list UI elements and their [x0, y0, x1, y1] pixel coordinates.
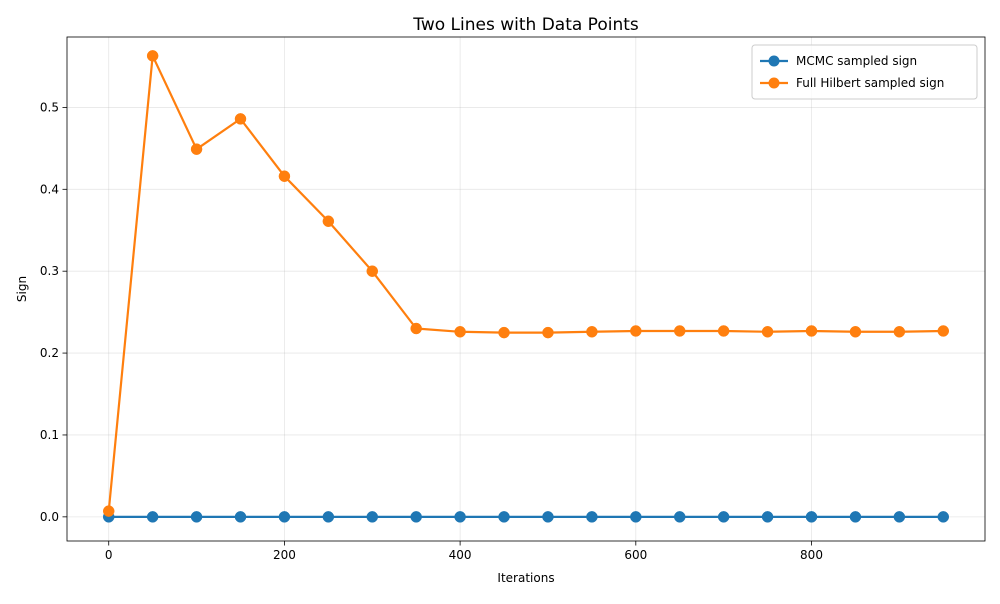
x-axis-label: Iterations [497, 571, 554, 585]
data-point [542, 511, 554, 523]
y-tick-label: 0.5 [40, 100, 59, 114]
data-point [893, 326, 906, 338]
data-point [322, 511, 335, 523]
data-point [146, 50, 159, 62]
data-point [805, 325, 818, 337]
data-point [805, 511, 818, 523]
plot-frame [66, 36, 986, 542]
data-point [278, 511, 291, 523]
data-point [322, 215, 335, 227]
axis-ticks: 0 200 400 600 800 0.0 0.1 0.2 0.3 0.4 0.5 [40, 100, 823, 562]
data-point [761, 511, 774, 523]
data-point [673, 511, 686, 523]
x-tick-label: 0 [105, 548, 113, 562]
data-point [278, 170, 291, 182]
data-point [146, 511, 159, 523]
series-line [107, 54, 945, 513]
data-point [498, 326, 510, 339]
y-axis-label: Sign [15, 276, 29, 302]
series-group [102, 50, 950, 523]
data-point [586, 326, 598, 338]
data-point [849, 326, 862, 338]
series-1 [102, 511, 950, 523]
data-point [366, 265, 379, 277]
x-tick-label: 600 [624, 548, 647, 562]
chart-title: Two Lines with Data Points [412, 15, 639, 35]
legend-label: MCMC sampled sign [796, 54, 917, 68]
grid [67, 37, 985, 541]
y-tick-label: 0.3 [40, 264, 59, 278]
data-point [542, 326, 554, 339]
legend-item: Full Hilbert sampled sign [760, 76, 944, 90]
data-point [586, 511, 598, 523]
legend-item: MCMC sampled sign [760, 54, 917, 68]
data-point [937, 325, 950, 337]
legend-box [751, 44, 978, 100]
data-point [234, 113, 247, 125]
y-tick-label: 0.1 [40, 428, 59, 442]
x-tick-label: 400 [449, 548, 472, 562]
legend-label: Full Hilbert sampled sign [796, 76, 944, 90]
data-point [410, 322, 422, 335]
data-point [190, 511, 203, 523]
y-tick-label: 0.0 [40, 510, 59, 524]
data-point [454, 326, 466, 338]
y-tick-label: 0.4 [40, 182, 59, 196]
data-point [630, 325, 642, 337]
legend: MCMC sampled sign Full Hilbert sampled si… [751, 44, 978, 100]
data-point [498, 511, 510, 523]
data-point [717, 325, 730, 337]
data-point [893, 511, 906, 523]
data-point [630, 511, 642, 523]
legend-marker [768, 55, 780, 67]
data-point [761, 326, 774, 338]
data-point [717, 511, 730, 523]
data-point [937, 511, 950, 523]
y-tick-label: 0.2 [40, 346, 59, 360]
data-point [673, 325, 686, 337]
data-point [234, 511, 247, 523]
data-point [102, 505, 115, 517]
data-point [366, 511, 379, 523]
data-point [849, 511, 862, 523]
series-2 [102, 50, 950, 517]
data-point [190, 143, 203, 155]
data-point [410, 511, 422, 523]
x-tick-label: 200 [273, 548, 296, 562]
data-point [454, 511, 466, 523]
x-tick-label: 800 [800, 548, 823, 562]
legend-marker [768, 77, 780, 89]
